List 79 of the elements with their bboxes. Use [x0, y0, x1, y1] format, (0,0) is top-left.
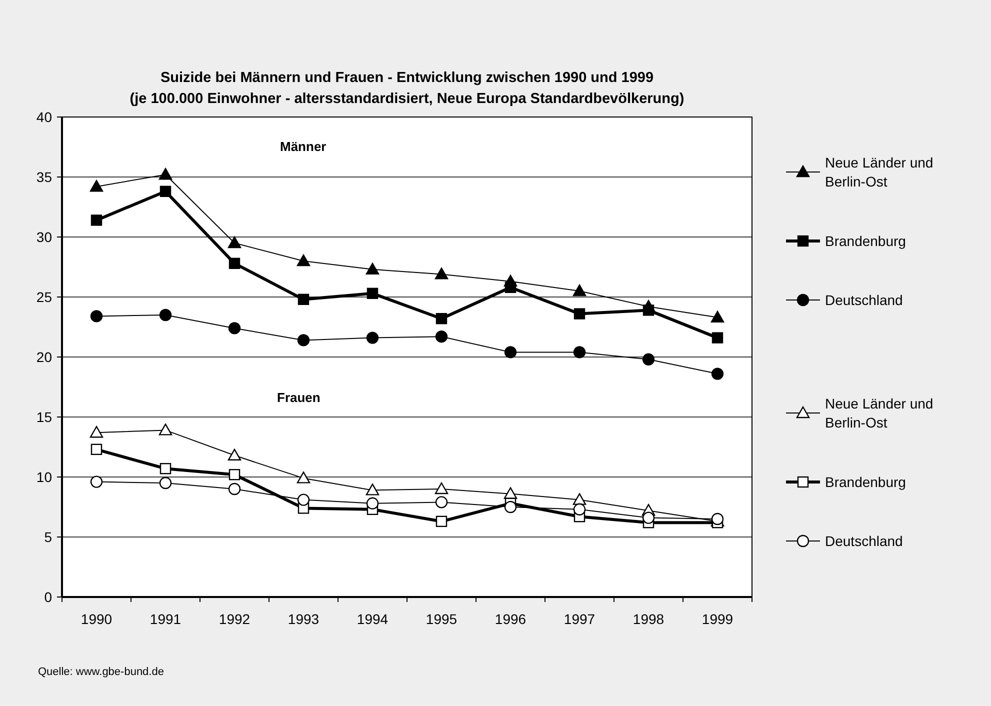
legend-label: Brandenburg: [825, 232, 906, 249]
source-note: Quelle: www.gbe-bund.de: [38, 666, 164, 678]
x-tick-label: 1995: [426, 611, 458, 627]
point: [434, 482, 448, 494]
x-tick-label: 1999: [702, 611, 734, 627]
y-tick-label: 0: [44, 588, 52, 605]
point: [298, 294, 310, 305]
point: [90, 426, 104, 438]
point: [90, 180, 104, 192]
legend-label: Deutschland: [825, 532, 903, 549]
point: [366, 497, 379, 510]
point: [90, 214, 102, 226]
x-tick-label: 1997: [564, 611, 596, 627]
chart-title: Suizide bei Männern und Frauen - Entwicklung zwischen 1990 und 1999: [160, 70, 654, 86]
point: [504, 487, 518, 499]
x-tick-label: 1998: [632, 611, 664, 627]
point: [435, 496, 448, 508]
point: [574, 308, 586, 320]
point: [159, 308, 172, 322]
chart-subtitle: (je 100.000 Einwohner - altersstandardisiert, Neue Europa Standardbevölkerung): [130, 91, 684, 107]
legend-label: Neue Länder und Berlin-Ost: [825, 154, 934, 190]
annotation: Frauen: [277, 390, 320, 405]
point: [297, 334, 310, 346]
point: [504, 282, 516, 293]
point: [228, 322, 241, 334]
x-tick-label: 1996: [494, 611, 526, 627]
point: [436, 516, 448, 527]
point: [573, 346, 586, 358]
annotation: Männer: [280, 139, 326, 154]
point: [160, 186, 172, 197]
x-tick-label: 1993: [288, 611, 320, 627]
point: [90, 444, 102, 455]
point: [710, 310, 724, 322]
y-tick-label: 20: [36, 348, 52, 365]
point: [159, 476, 172, 490]
point: [504, 500, 517, 514]
legend-label: Deutschland: [825, 292, 903, 308]
point: [158, 424, 172, 436]
point: [573, 503, 586, 516]
point: [642, 304, 654, 316]
y-tick-label: 25: [36, 288, 52, 305]
point: [228, 236, 242, 248]
y-tick-label: 15: [36, 408, 52, 425]
point: [228, 448, 242, 460]
point: [366, 262, 380, 274]
point: [90, 310, 103, 322]
y-tick-label: 30: [36, 228, 52, 245]
point: [296, 472, 310, 484]
point: [366, 484, 380, 496]
point: [228, 469, 240, 480]
point: [436, 313, 448, 324]
point: [572, 493, 586, 505]
point: [90, 476, 103, 488]
point: [228, 482, 241, 496]
x-tick-label: 1994: [356, 611, 388, 627]
point: [434, 268, 448, 280]
y-tick-label: 10: [36, 468, 52, 485]
y-tick-label: 40: [36, 108, 52, 125]
point: [296, 254, 310, 266]
point: [366, 288, 378, 299]
y-tick-label: 35: [36, 168, 52, 185]
point: [435, 330, 448, 343]
point: [366, 332, 379, 344]
y-tick-label: 5: [44, 528, 52, 545]
point: [504, 346, 517, 358]
point: [712, 332, 724, 344]
point: [642, 353, 655, 366]
point: [158, 168, 172, 180]
point: [711, 368, 724, 380]
point: [642, 512, 655, 524]
x-tick-label: 1990: [80, 611, 112, 627]
point: [297, 494, 310, 506]
x-tick-label: 1992: [218, 611, 250, 627]
legend-label: Neue Länder und Berlin-Ost: [825, 395, 934, 430]
point: [572, 284, 586, 296]
x-tick-label: 1991: [150, 611, 182, 627]
legend-label: Brandenburg: [825, 474, 906, 490]
point: [160, 463, 172, 474]
point: [228, 258, 240, 269]
